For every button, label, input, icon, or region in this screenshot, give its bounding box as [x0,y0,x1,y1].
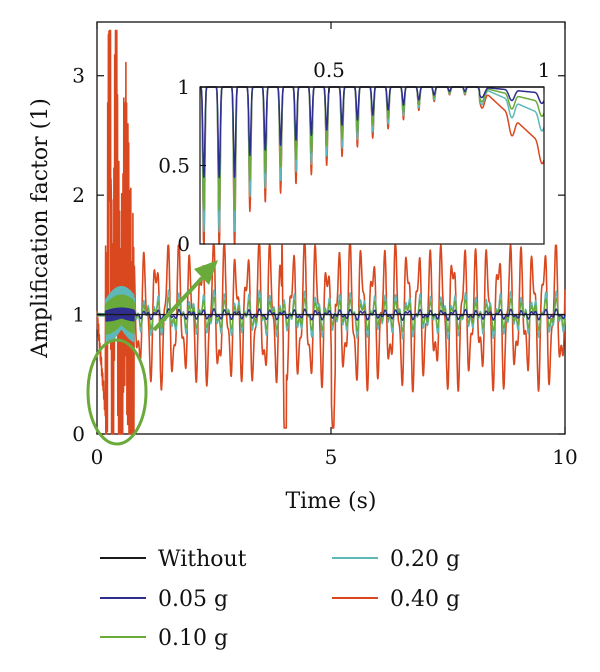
y-tick-label: 0 [72,422,85,446]
x-axis-title: Time (s) [285,489,376,514]
legend-label: 0.20 g [390,547,460,572]
zoom-region-ellipse [86,338,148,446]
main-series-line-0-40-g [96,29,566,435]
x-tick-label: 10 [552,445,577,469]
legend-label: 0.10 g [158,626,228,651]
legend: Without 0.05 g 0.10 g 0.20 g 0.40 g [100,547,460,651]
inset-y-tick-label: 0.5 [158,154,190,178]
inset-ticks-group: 0.5 1 0 0.5 1 [158,58,550,256]
inset-y-tick-label: 1 [177,75,190,99]
inset-y-tick-label: 0 [177,232,190,256]
y-axis-title: Amplification factor (1) [28,98,53,359]
x-tick-label: 0 [91,445,104,469]
legend-label: 0.40 g [390,587,460,612]
y-tick-label: 2 [72,183,85,207]
legend-label: Without [158,547,247,572]
zoom-arrow-head [194,260,218,285]
main-series-group [96,29,566,435]
x-tick-label: 5 [325,445,338,469]
y-tick-label: 3 [72,64,85,88]
inset-x-tick-label: 0.5 [313,58,345,82]
zoom-arrow-line [152,276,204,332]
inset-x-tick-label: 1 [538,58,551,82]
y-tick-label: 1 [72,303,85,327]
legend-label: 0.05 g [158,587,228,612]
